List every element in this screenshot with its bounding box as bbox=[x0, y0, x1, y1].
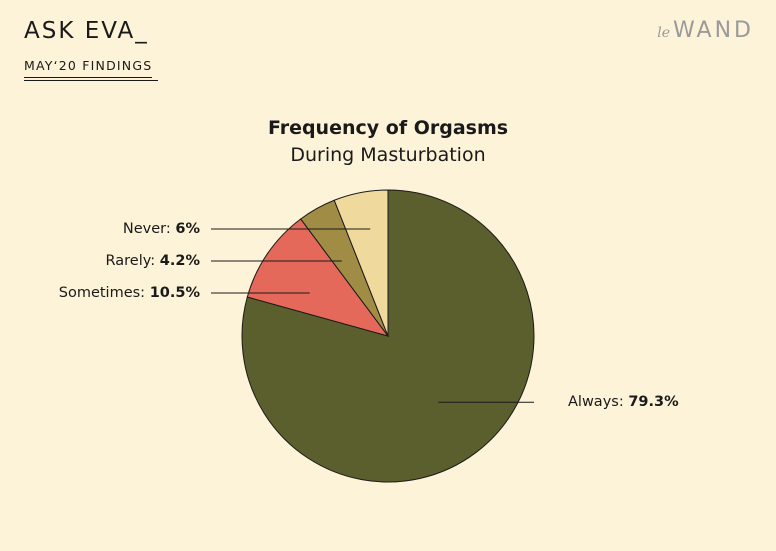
pie-slice-always bbox=[241, 189, 535, 483]
brand-subtitle: MAY‘20 FINDINGS bbox=[24, 58, 153, 78]
slice-category-never: Never: bbox=[123, 221, 175, 237]
slice-value-always: 79.3% bbox=[628, 394, 679, 410]
pie-slice-never bbox=[333, 189, 389, 337]
pie-slice-sometimes bbox=[246, 218, 390, 337]
slice-label-never: Never: 6% bbox=[123, 221, 201, 237]
slice-value-sometimes: 10.5% bbox=[150, 285, 201, 301]
slice-label-rarely: Rarely: 4.2% bbox=[106, 253, 201, 269]
slice-value-rarely: 4.2% bbox=[160, 253, 201, 269]
slice-label-sometimes: Sometimes: 10.5% bbox=[59, 285, 201, 301]
brand-title: ASK EVA_ bbox=[24, 18, 149, 44]
slice-category-sometimes: Sometimes: bbox=[59, 285, 150, 301]
logo-prefix: le bbox=[657, 25, 670, 41]
chart-title: Frequency of Orgasms bbox=[267, 117, 509, 139]
slice-category-always: Always: bbox=[568, 394, 628, 410]
slice-category-rarely: Rarely: bbox=[106, 253, 160, 269]
chart-subtitle: During Masturbation bbox=[290, 144, 486, 166]
slice-label-always: Always: 79.3% bbox=[568, 394, 679, 410]
logo-main: WAND bbox=[673, 18, 754, 43]
slice-value-never: 6% bbox=[175, 221, 200, 237]
lewand-logo: le WAND bbox=[657, 18, 754, 43]
subtitle-underline bbox=[24, 80, 158, 81]
